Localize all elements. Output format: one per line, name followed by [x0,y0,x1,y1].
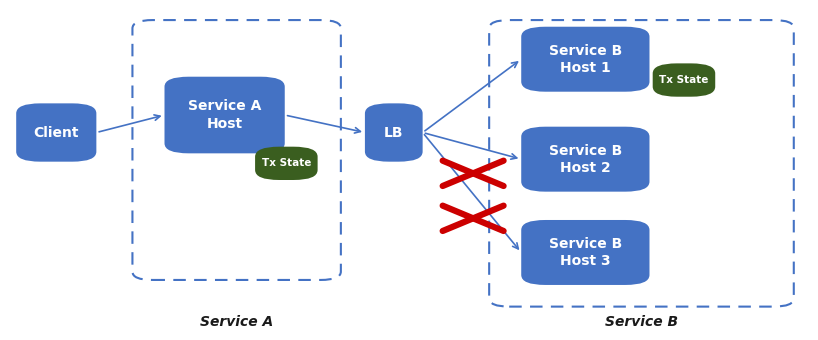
Text: LB: LB [384,125,403,139]
FancyBboxPatch shape [365,103,423,162]
FancyBboxPatch shape [164,77,285,153]
Text: Service B
Host 2: Service B Host 2 [549,143,622,175]
FancyBboxPatch shape [255,147,317,180]
Text: Service B: Service B [605,315,678,329]
Text: Tx State: Tx State [262,158,311,168]
Text: Service A: Service A [200,315,273,329]
FancyBboxPatch shape [521,220,649,285]
Text: Tx State: Tx State [659,75,708,85]
FancyBboxPatch shape [521,27,649,92]
Text: Client: Client [34,125,79,139]
FancyBboxPatch shape [16,103,97,162]
FancyBboxPatch shape [653,63,715,97]
Text: Service B
Host 1: Service B Host 1 [549,44,622,75]
Text: Service A
Host: Service A Host [188,99,261,131]
FancyBboxPatch shape [521,127,649,192]
Text: Service B
Host 3: Service B Host 3 [549,237,622,268]
